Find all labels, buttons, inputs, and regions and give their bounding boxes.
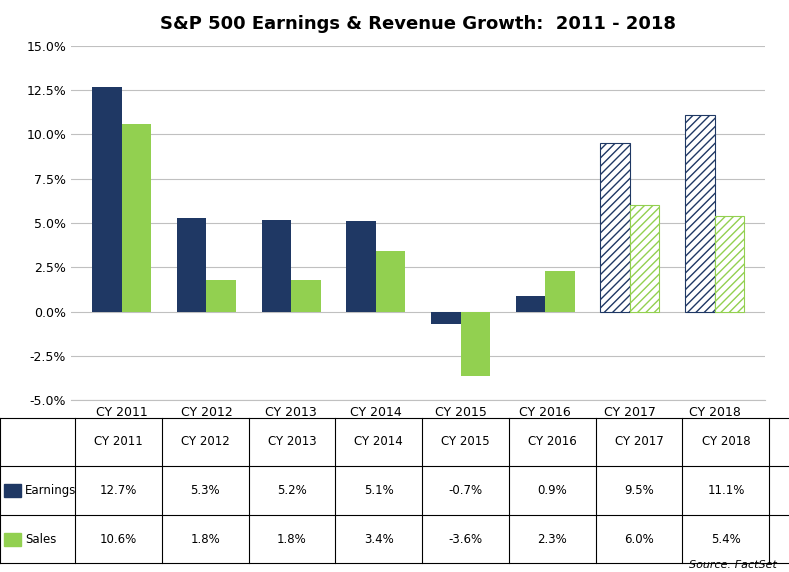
Bar <box>92 86 122 312</box>
Bar <box>261 220 291 312</box>
Text: 1.8%: 1.8% <box>277 533 307 546</box>
Text: CY 2014: CY 2014 <box>354 435 403 448</box>
Text: 9.5%: 9.5% <box>624 484 654 497</box>
Bar <box>600 144 630 312</box>
Bar <box>376 252 406 312</box>
Bar <box>207 280 236 312</box>
Bar <box>461 312 490 376</box>
Text: 1.8%: 1.8% <box>190 533 220 546</box>
Bar <box>177 218 207 312</box>
Text: 3.4%: 3.4% <box>364 533 394 546</box>
Text: 11.1%: 11.1% <box>707 484 745 497</box>
Text: 5.4%: 5.4% <box>711 533 741 546</box>
Text: 5.3%: 5.3% <box>190 484 220 497</box>
Bar <box>4 533 21 546</box>
Bar <box>545 271 575 312</box>
Text: 12.7%: 12.7% <box>99 484 137 497</box>
Title: S&P 500 Earnings & Revenue Growth:  2011 - 2018: S&P 500 Earnings & Revenue Growth: 2011 … <box>160 15 676 33</box>
Text: 0.9%: 0.9% <box>537 484 567 497</box>
Bar <box>715 216 744 312</box>
Text: CY 2018: CY 2018 <box>701 435 750 448</box>
Bar <box>291 280 321 312</box>
Bar <box>515 296 545 312</box>
Text: 2.3%: 2.3% <box>537 533 567 546</box>
Bar <box>685 115 715 312</box>
Text: 6.0%: 6.0% <box>624 533 654 546</box>
Text: CY 2012: CY 2012 <box>181 435 230 448</box>
Text: CY 2011: CY 2011 <box>94 435 143 448</box>
Text: -3.6%: -3.6% <box>448 533 483 546</box>
Text: Source: FactSet: Source: FactSet <box>690 561 777 570</box>
Bar <box>431 312 461 324</box>
Text: -0.7%: -0.7% <box>448 484 483 497</box>
Text: CY 2013: CY 2013 <box>267 435 316 448</box>
Text: CY 2017: CY 2017 <box>615 435 664 448</box>
Text: 10.6%: 10.6% <box>99 533 137 546</box>
Bar <box>630 205 660 312</box>
Bar <box>122 124 151 312</box>
Bar <box>4 484 21 497</box>
Bar <box>346 221 376 312</box>
Text: Earnings: Earnings <box>25 484 77 497</box>
Text: CY 2015: CY 2015 <box>441 435 490 448</box>
Text: CY 2016: CY 2016 <box>528 435 577 448</box>
Text: Sales: Sales <box>25 533 57 546</box>
Text: 5.2%: 5.2% <box>277 484 307 497</box>
Text: 5.1%: 5.1% <box>364 484 394 497</box>
